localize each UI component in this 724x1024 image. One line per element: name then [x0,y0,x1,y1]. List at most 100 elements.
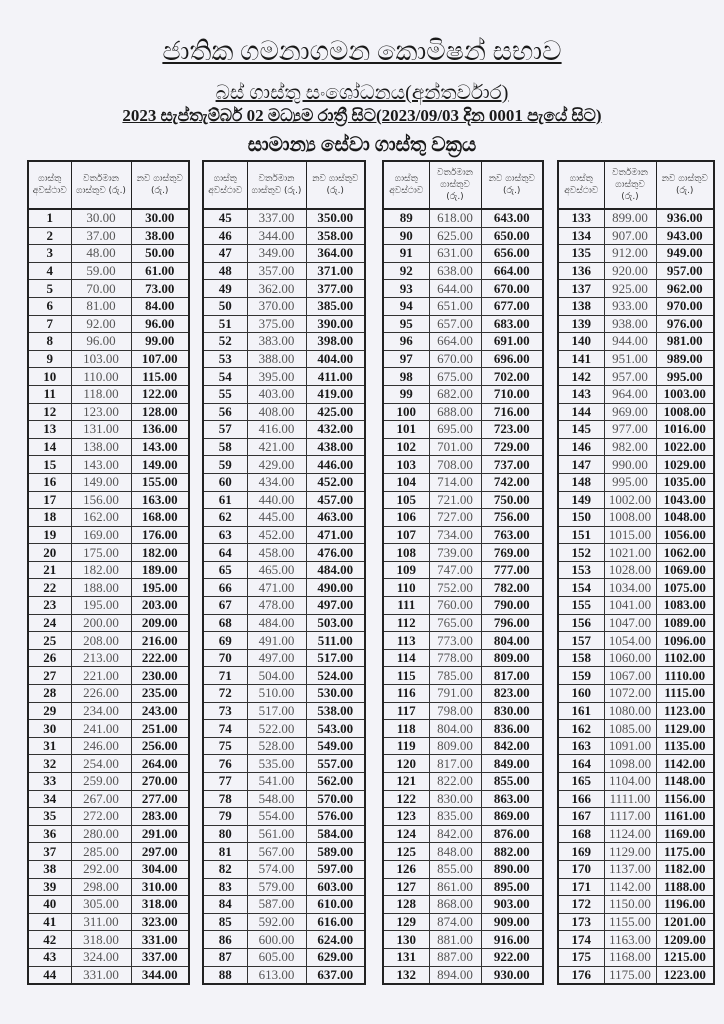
current-fare: 138.00 [70,437,132,457]
table-row: 103 708.00 737.00 [382,455,544,474]
new-fare: 869.00 [480,807,544,826]
new-fare: 930.00 [480,965,544,985]
fare-stage: 90 [382,226,430,246]
table-row: 18 162.00 168.00 [27,508,190,527]
table-row: 6 81.00 84.00 [27,296,190,316]
current-fare: 1111.00 [603,789,657,809]
current-fare: 644.00 [428,279,482,298]
new-fare: 1043.00 [655,490,715,510]
table-row: 8 96.00 99.00 [27,332,190,351]
new-fare: 38.00 [130,226,190,246]
current-fare: 798.00 [428,701,482,721]
fare-stage: 17 [27,490,72,510]
new-fare: 432.00 [305,420,366,439]
fare-stage: 141 [557,349,605,369]
current-fare: 701.00 [428,437,482,457]
current-fare: 739.00 [428,543,482,562]
fare-stage: 122 [382,789,430,809]
table-row: 30 241.00 251.00 [27,719,190,738]
fare-stage: 112 [382,613,430,633]
fare-stage: 103 [382,455,430,474]
new-fare: 497.00 [305,596,366,615]
current-fare: 375.00 [246,314,307,334]
current-fare: 894.00 [428,965,482,985]
current-fare: 395.00 [246,367,307,386]
current-fare: 349.00 [246,244,307,263]
new-fare: 344.00 [130,965,190,985]
new-fare: 350.00 [305,207,366,228]
header-row: ගාස්තු අවස්ථාව වර්තමාන ගාස්තුව (රු.) නව ගා… [557,160,715,210]
current-fare: 990.00 [603,455,657,474]
new-fare: 842.00 [480,736,544,756]
fare-stage: 1 [27,207,72,228]
table-row: 148 995.00 1035.00 [557,472,715,492]
fare-stage: 111 [382,596,430,615]
current-fare: 727.00 [428,508,482,527]
current-fare: 714.00 [428,472,482,492]
table-row: 80 561.00 584.00 [202,824,366,844]
new-fare: 916.00 [480,930,544,949]
fare-stage: 166 [557,789,605,809]
table-row: 36 280.00 291.00 [27,824,190,844]
current-fare: 752.00 [428,578,482,598]
current-fare: 465.00 [246,560,307,580]
fare-stage: 145 [557,420,605,439]
current-fare: 149.00 [70,472,132,492]
table-row: 174 1163.00 1209.00 [557,930,715,949]
new-fare: 943.00 [655,226,715,246]
table-row: 29 234.00 243.00 [27,701,190,721]
table-row: 65 465.00 484.00 [202,560,366,580]
current-fare: 977.00 [603,420,657,439]
table-row: 151 1015.00 1056.00 [557,525,715,545]
new-fare: 1035.00 [655,472,715,492]
fare-stage: 139 [557,314,605,334]
fare-stage: 58 [202,437,248,457]
new-fare: 849.00 [480,754,544,773]
table-row: 150 1008.00 1048.00 [557,508,715,527]
new-fare: 949.00 [655,244,715,263]
current-fare: 567.00 [246,842,307,861]
new-fare: 1215.00 [655,947,715,967]
current-fare: 809.00 [428,736,482,756]
fare-stage: 143 [557,384,605,404]
current-fare: 226.00 [70,684,132,703]
current-fare: 221.00 [70,666,132,686]
table-row: 9 103.00 107.00 [27,349,190,369]
new-fare: 256.00 [130,736,190,756]
current-fare: 938.00 [603,314,657,334]
new-fare: 1016.00 [655,420,715,439]
current-fare: 491.00 [246,631,307,650]
current-fare: 881.00 [428,930,482,949]
current-fare: 548.00 [246,789,307,809]
fare-stage: 75 [202,736,248,756]
fare-stage: 136 [557,261,605,281]
fare-stage: 10 [27,367,72,386]
table-row: 123 835.00 869.00 [382,807,544,826]
new-fare: 1096.00 [655,631,715,650]
table-row: 106 727.00 756.00 [382,508,544,527]
new-fare: 96.00 [130,314,190,334]
fare-stage: 153 [557,560,605,580]
table-row: 166 1111.00 1156.00 [557,789,715,809]
table-row: 7 92.00 96.00 [27,314,190,334]
fare-stage: 50 [202,296,248,316]
column-header-current-fare: වර්තමාන ගාස්තුව (රු.) [246,160,307,210]
current-fare: 817.00 [428,754,482,773]
new-fare: 371.00 [305,261,366,281]
fare-stage: 21 [27,560,72,580]
new-fare: 270.00 [130,772,190,791]
current-fare: 868.00 [428,895,482,914]
new-fare: 756.00 [480,508,544,527]
table-row: 33 259.00 270.00 [27,772,190,791]
new-fare: 729.00 [480,437,544,457]
new-fare: 670.00 [480,279,544,298]
fare-stage: 35 [27,807,72,826]
fare-stage: 67 [202,596,248,615]
fare-stage: 158 [557,648,605,668]
new-fare: 511.00 [305,631,366,650]
fare-stage: 76 [202,754,248,773]
table-row: 118 804.00 836.00 [382,719,544,738]
current-fare: 613.00 [246,965,307,985]
current-fare: 1008.00 [603,508,657,527]
fare-table: ගාස්තු අවස්ථාව වර්තමාන ගාස්තුව (රු.) නව ගා… [382,160,544,986]
